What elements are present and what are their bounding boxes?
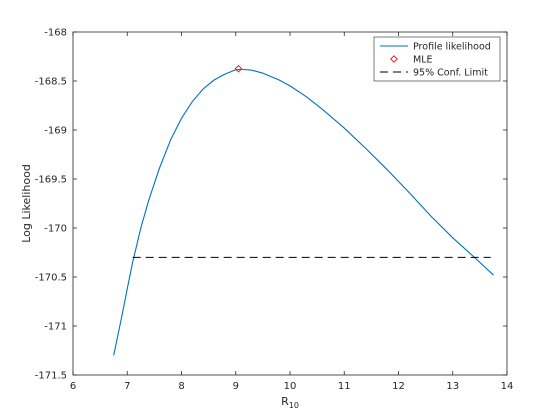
x-tick-label: 13 [446, 381, 459, 392]
y-tick-label: -168 [44, 28, 67, 39]
mle-marker [234, 64, 243, 73]
x-tick-label: 12 [392, 381, 405, 392]
x-axis-label-subscript: 10 [289, 401, 299, 410]
y-tick-label: -171.5 [35, 371, 67, 382]
x-tick-label: 14 [501, 381, 514, 392]
y-tick-label: -170 [44, 224, 67, 235]
legend-box [373, 36, 501, 82]
legend-label: MLE [413, 54, 433, 65]
y-tick-label: -169 [44, 126, 67, 137]
y-tick-label: -171 [44, 322, 67, 333]
legend-swatch-marker [390, 55, 398, 63]
y-tick-label: -168.5 [35, 77, 67, 88]
x-axis-label-main: R [281, 395, 289, 408]
legend-label: Profile likelihood [413, 41, 491, 52]
legend-label: 95% Conf. Limit [413, 67, 488, 78]
x-tick-label: 7 [124, 381, 130, 392]
legend: Profile likelihood MLE 95% Conf. Limit [373, 36, 501, 82]
y-axis-label: Log Likelihood [20, 164, 33, 243]
x-tick-label: 6 [70, 381, 76, 392]
x-tick-label: 10 [284, 381, 297, 392]
x-axis-label: R10 [281, 395, 299, 410]
series-layer [113, 64, 494, 356]
x-tick-label: 8 [178, 381, 184, 392]
x-tick-label: 9 [233, 381, 239, 392]
y-tick-label: -170.5 [35, 273, 67, 284]
y-tick-label: -169.5 [35, 175, 67, 186]
x-tick-label: 11 [338, 381, 351, 392]
axes: 6 7 8 9 10 11 12 13 14 -171.5 -171 -170.5 -170 -169.5… [35, 28, 514, 393]
